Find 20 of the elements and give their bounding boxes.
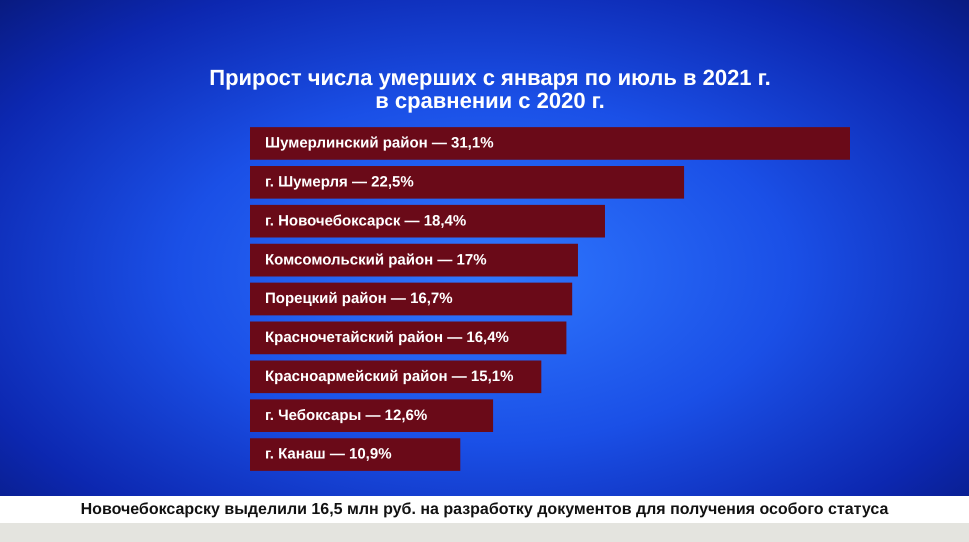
y-tick-label: г. Канаш bbox=[265, 446, 326, 463]
y-tick-label: Красноармейский район bbox=[265, 368, 448, 385]
y-tick-label: Красночетайский район bbox=[265, 329, 444, 346]
data-label: — 22,5% bbox=[352, 173, 414, 190]
data-label: — 18,4% bbox=[404, 212, 466, 230]
data-label: — 12,6% bbox=[366, 406, 428, 424]
data-label: — 15,1% bbox=[452, 368, 514, 385]
y-tick-label: г. Чебоксары bbox=[265, 406, 362, 424]
text: Новочебоксарску выделили 16,5 млн руб. на разработку документов для получения особого статуса bbox=[80, 500, 890, 519]
y-tick-label: Комсомольский район bbox=[265, 251, 434, 268]
data-label: — 10,9% bbox=[330, 446, 392, 463]
data-label: — 16,7% bbox=[390, 290, 453, 308]
y-tick-label: г. Шумерля bbox=[265, 173, 348, 190]
y-tick-label: г. Новочебоксарск bbox=[265, 212, 401, 230]
y-tick-label: Порецкий район bbox=[265, 290, 387, 308]
data-label: — 16,4% bbox=[447, 329, 509, 346]
data-label: — 31,1% bbox=[432, 134, 494, 152]
y-tick-label: Шумерлинский район bbox=[265, 134, 428, 152]
data-label: — 17% bbox=[437, 251, 487, 268]
chart-title: Прирост числа умерших с января по июль в 2021 г. в сравнении с 2020 г. bbox=[208, 65, 772, 113]
